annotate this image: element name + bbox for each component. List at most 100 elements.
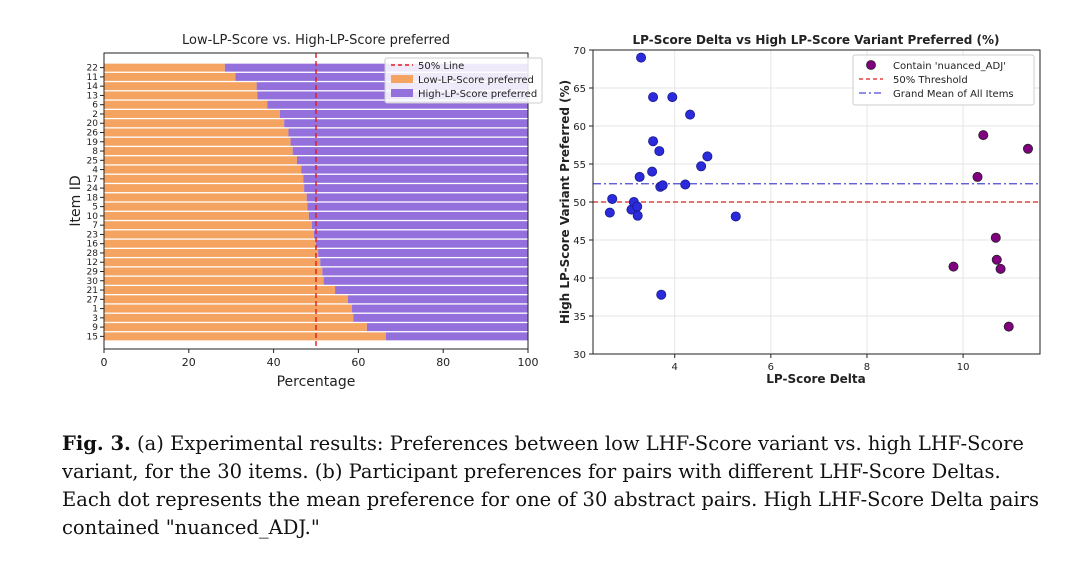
- left-y-tick-label: 26: [87, 129, 99, 139]
- bar-low-item-29: [104, 267, 323, 276]
- bar-high-item-10: [308, 211, 528, 220]
- right-chart-title: LP-Score Delta vs High LP-Score Variant …: [633, 33, 1000, 47]
- scatter-point-nuanced: [990, 232, 1001, 243]
- scatter-point: [607, 193, 618, 204]
- left-legend: 50% Line Low-LP-Score preferred High-LP-…: [384, 57, 543, 104]
- scatter-point: [632, 201, 643, 212]
- bar-high-item-21: [335, 286, 528, 295]
- left-y-tick-label: 25: [87, 156, 98, 166]
- right-y-tick-label: 55: [573, 160, 586, 171]
- right-y-axis-label: High LP-Score Variant Preferred (%): [558, 80, 572, 324]
- bar-high-item-30: [323, 276, 528, 285]
- legend-label-high: High-LP-Score preferred: [418, 89, 537, 100]
- right-y-tick-label: 65: [573, 84, 586, 95]
- bar-low-item-21: [104, 286, 336, 295]
- bar-low-item-25: [104, 156, 297, 165]
- bar-low-item-14: [104, 82, 257, 91]
- left-y-tick-label: 5: [92, 203, 98, 213]
- left-y-tick-label: 15: [87, 332, 98, 342]
- left-y-tick-label: 14: [87, 82, 99, 92]
- bar-low-item-30: [104, 276, 324, 285]
- bar-high-item-26: [288, 128, 528, 137]
- left-y-tick-label: 7: [92, 221, 98, 231]
- legend-label-50-line: 50% Line: [418, 61, 464, 72]
- scatter-point: [685, 109, 696, 120]
- right-x-axis-label: LP-Score Delta: [766, 372, 866, 386]
- bar-high-item-3: [353, 313, 528, 322]
- right-legend-box: [852, 54, 1035, 106]
- left-x-ticks: 0 20 40 60 80 100: [101, 349, 539, 369]
- left-y-tick-label: 3: [92, 314, 98, 324]
- right-legend: Contain 'nuanced_ADJ' 50% Threshold Gran…: [852, 54, 1035, 106]
- left-plot-frame: [103, 52, 529, 350]
- scatter-point: [654, 146, 665, 157]
- legend-label-grand-mean: Grand Mean of All Items: [893, 89, 1014, 100]
- scatter-point-nuanced: [995, 263, 1006, 274]
- bar-low-item-12: [104, 258, 321, 267]
- left-y-tick-label: 24: [87, 184, 99, 194]
- bar-high-item-22: [224, 63, 528, 72]
- bar-high-item-20: [284, 119, 528, 128]
- left-y-tick-label: 30: [87, 277, 99, 287]
- scatter-point: [632, 210, 643, 221]
- right-y-tick-label: 70: [573, 46, 586, 57]
- left-y-tick-label: 2: [92, 110, 98, 120]
- bar-low-item-13: [104, 91, 258, 100]
- left-bars: [104, 63, 528, 341]
- left-bar-chart: Low-LP-Score vs. High-LP-Score preferred…: [68, 33, 543, 390]
- right-scatter-chart: LP-Score Delta vs High LP-Score Variant …: [558, 33, 1041, 386]
- legend-marker-nuanced: [866, 60, 876, 70]
- bar-low-item-23: [104, 230, 314, 239]
- figure: Low-LP-Score vs. High-LP-Score preferred…: [68, 33, 1041, 390]
- left-y-tick-label: 6: [92, 101, 98, 111]
- caption-text: (a) Experimental results: Preferences be…: [62, 432, 1039, 539]
- left-chart-title: Low-LP-Score vs. High-LP-Score preferred: [182, 33, 450, 48]
- bar-low-item-9: [104, 323, 367, 332]
- left-y-ticks: 2211141362202619825417241851072316281229…: [87, 64, 104, 342]
- right-x-tick-label: 10: [957, 362, 970, 373]
- bar-high-item-24: [304, 184, 528, 193]
- scatter-point: [680, 179, 691, 190]
- left-y-tick-label: 20: [87, 119, 99, 129]
- bar-low-item-8: [104, 147, 293, 156]
- right-y-tick-label: 35: [573, 312, 586, 323]
- scatter-point-nuanced: [1003, 321, 1014, 332]
- legend-label-low: Low-LP-Score preferred: [418, 75, 534, 86]
- left-y-tick-label: 29: [87, 268, 99, 278]
- bar-high-item-11: [235, 72, 528, 81]
- right-x-tick-label: 8: [864, 362, 870, 373]
- legend-swatch-low: [391, 75, 413, 83]
- bar-low-item-15: [104, 332, 386, 341]
- scatter-point: [667, 92, 678, 103]
- left-x-tick-label: 100: [518, 356, 539, 369]
- bar-high-item-29: [322, 267, 528, 276]
- bar-low-item-7: [104, 221, 312, 230]
- right-y-tick-label: 50: [573, 198, 586, 209]
- bar-low-item-26: [104, 128, 289, 137]
- left-x-axis-label: Percentage: [277, 374, 356, 390]
- scatter-point-nuanced: [978, 130, 989, 141]
- left-y-tick-label: 22: [87, 64, 98, 74]
- left-y-tick-label: 17: [87, 175, 98, 185]
- left-y-tick-label: 9: [92, 323, 98, 333]
- scatter-point: [696, 161, 707, 172]
- bar-high-item-4: [301, 165, 528, 174]
- bar-low-item-22: [104, 63, 225, 72]
- left-y-tick-label: 4: [92, 166, 98, 176]
- left-y-tick-label: 28: [87, 249, 99, 259]
- bar-low-item-11: [104, 72, 236, 81]
- bar-high-item-6: [267, 100, 528, 109]
- bar-low-item-4: [104, 165, 302, 174]
- right-y-ticks: 30 35 40 45 50 55 60 65 70: [573, 46, 593, 361]
- bar-high-item-25: [296, 156, 528, 165]
- scatter-point-nuanced: [948, 261, 959, 272]
- bar-high-item-1: [352, 304, 528, 313]
- right-points: [604, 52, 1033, 332]
- figure-caption: Fig. 3. (a) Experimental results: Prefer…: [62, 430, 1052, 542]
- bar-low-item-24: [104, 184, 305, 193]
- bar-low-item-10: [104, 211, 309, 220]
- scatter-point: [634, 171, 645, 182]
- right-y-tick-label: 30: [573, 350, 586, 361]
- bar-high-item-9: [366, 323, 528, 332]
- left-x-tick-label: 0: [101, 356, 108, 369]
